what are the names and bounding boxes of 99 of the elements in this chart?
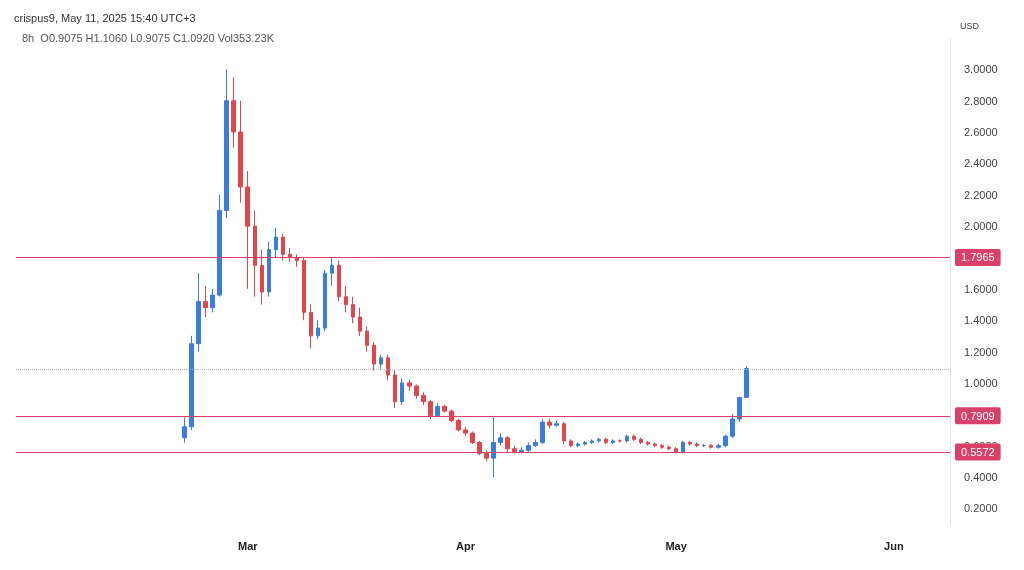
y-tick-label: 2.0000 (964, 220, 998, 233)
candlestick (590, 438, 594, 445)
candlestick (245, 170, 250, 290)
candlestick (456, 418, 461, 432)
candlestick (442, 404, 447, 414)
candlestick (379, 354, 383, 371)
y-tick-label: 2.8000 (964, 94, 998, 107)
candlestick (562, 421, 566, 445)
candlestick (625, 434, 629, 443)
candlestick (639, 437, 643, 445)
candlestick (337, 260, 341, 302)
candlestick (688, 440, 692, 447)
candlestick (540, 418, 545, 445)
candlestick (358, 307, 362, 337)
candlestick (646, 440, 650, 447)
candlestick (674, 446, 678, 454)
x-tick-label: Apr (455, 539, 476, 552)
candlestick (267, 241, 271, 298)
x-tick-label: Jun (884, 539, 904, 552)
candlestick (309, 304, 313, 349)
ref-line-label: 0.5572 (961, 445, 995, 458)
candlestick (554, 420, 559, 428)
candlestick (281, 233, 285, 262)
candlestick (224, 68, 229, 219)
y-tick-label: 1.4000 (964, 314, 998, 327)
candlestick (597, 437, 601, 443)
candlestick (274, 227, 278, 258)
candlestick (611, 438, 615, 445)
candlestick (583, 440, 587, 447)
candlestick (316, 319, 320, 340)
candlestick (330, 257, 334, 287)
y-axis-title: USD (960, 20, 980, 31)
candlestick (210, 288, 215, 313)
candlestick (203, 285, 208, 318)
candlestick (744, 365, 749, 398)
candlestick (569, 438, 573, 448)
candlestick (491, 415, 496, 478)
candlestick (667, 445, 671, 451)
candlestick (470, 431, 475, 445)
candlestick (393, 369, 397, 409)
candlestick (421, 391, 426, 406)
ref-line-label: 0.7909 (961, 409, 995, 422)
candlestick (632, 434, 636, 442)
x-tick-label: Mar (237, 539, 259, 552)
candlestick (231, 76, 236, 149)
candlestick (189, 335, 194, 431)
candlestick (547, 418, 552, 429)
candlestick (604, 437, 608, 445)
y-tick-label: 1.0000 (964, 376, 998, 389)
candlestick (526, 441, 531, 453)
candlestick (681, 440, 685, 454)
candlestick (238, 100, 243, 204)
candlestick (435, 402, 440, 418)
candlestick (484, 449, 489, 462)
candlestick (660, 443, 664, 450)
candlestick (716, 443, 721, 450)
candlestick (653, 441, 657, 448)
y-tick-label: 0.2000 (964, 502, 998, 515)
candlestick (428, 399, 433, 420)
candlestick (400, 377, 404, 406)
candlestick (737, 396, 742, 423)
x-tick-label: May (665, 539, 688, 552)
candlestick (407, 379, 412, 392)
candlestick (498, 432, 503, 447)
candlestick (323, 269, 327, 332)
candlestick (253, 209, 257, 298)
candlestick (576, 441, 580, 448)
annotation: 8h O0.9075 H1.1060 L0.9075 C1.0920 Vol353.23K (22, 31, 275, 44)
candlestick (519, 446, 524, 454)
candlestick (463, 426, 468, 437)
y-tick-label: 1.2000 (964, 345, 998, 358)
candlestick (386, 354, 390, 381)
y-tick-label: 2.2000 (964, 188, 998, 201)
candlestick (723, 434, 728, 448)
candlestick (302, 256, 306, 321)
candlestick (414, 383, 419, 400)
ref-line-label: 1.7965 (961, 251, 995, 264)
candlestick (512, 445, 517, 454)
candlestick (351, 296, 355, 324)
text: crispus9, May 11, 2025 15:40 UTC+3 (14, 11, 196, 24)
candlestick (709, 443, 713, 450)
candlestick (344, 285, 348, 313)
candlestick (260, 249, 264, 306)
y-tick-label: 3.0000 (964, 63, 998, 76)
candlestick (477, 440, 482, 456)
y-tick-label: 0.4000 (964, 470, 998, 483)
candlestick (730, 413, 735, 439)
candlestick (182, 416, 187, 443)
candlestick (372, 341, 376, 371)
candlestick (505, 435, 510, 453)
candlestick (695, 441, 699, 448)
candlestick (533, 438, 538, 448)
candlestick (196, 272, 201, 353)
candlestick (217, 194, 222, 298)
y-tick-label: 2.4000 (964, 157, 998, 170)
candlestick (449, 409, 454, 423)
candlestick (365, 325, 369, 353)
y-tick-label: 2.6000 (964, 126, 998, 139)
y-tick-label: 1.6000 (964, 282, 998, 295)
